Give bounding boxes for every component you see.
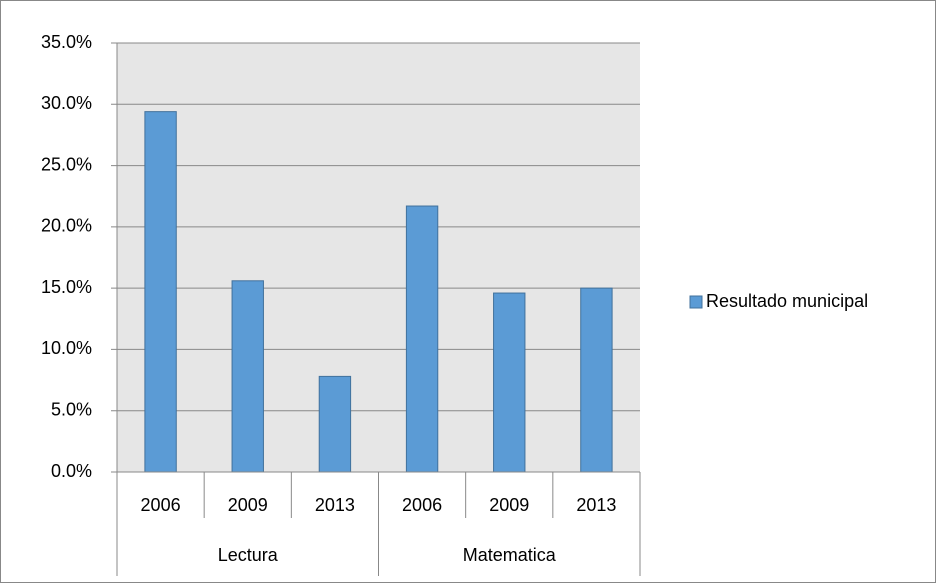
- group-label: Lectura: [218, 545, 279, 565]
- bar: [144, 111, 177, 473]
- y-tick-label: 30.0%: [41, 93, 92, 113]
- plot-area: [117, 43, 640, 472]
- x-tick-label: 2009: [489, 495, 529, 515]
- bar: [318, 375, 352, 473]
- y-tick-label: 15.0%: [41, 277, 92, 297]
- x-tick-label: 2006: [141, 495, 181, 515]
- y-tick-label: 0.0%: [51, 461, 92, 481]
- bar: [493, 292, 526, 473]
- y-tick-label: 25.0%: [41, 154, 92, 174]
- x-tick-label: 2006: [402, 495, 442, 515]
- legend-label: Resultado municipal: [706, 291, 868, 311]
- bar: [405, 205, 439, 473]
- y-tick-label: 20.0%: [41, 216, 92, 236]
- x-tick-label: 2009: [228, 495, 268, 515]
- bar: [580, 287, 613, 473]
- x-tick-label: 2013: [315, 495, 355, 515]
- y-tick-label: 5.0%: [51, 399, 92, 419]
- group-label: Matematica: [463, 545, 557, 565]
- bar: [231, 280, 264, 473]
- legend-swatch: [689, 295, 703, 309]
- y-tick-label: 35.0%: [41, 32, 92, 52]
- x-tick-label: 2013: [576, 495, 616, 515]
- y-tick-label: 10.0%: [41, 338, 92, 358]
